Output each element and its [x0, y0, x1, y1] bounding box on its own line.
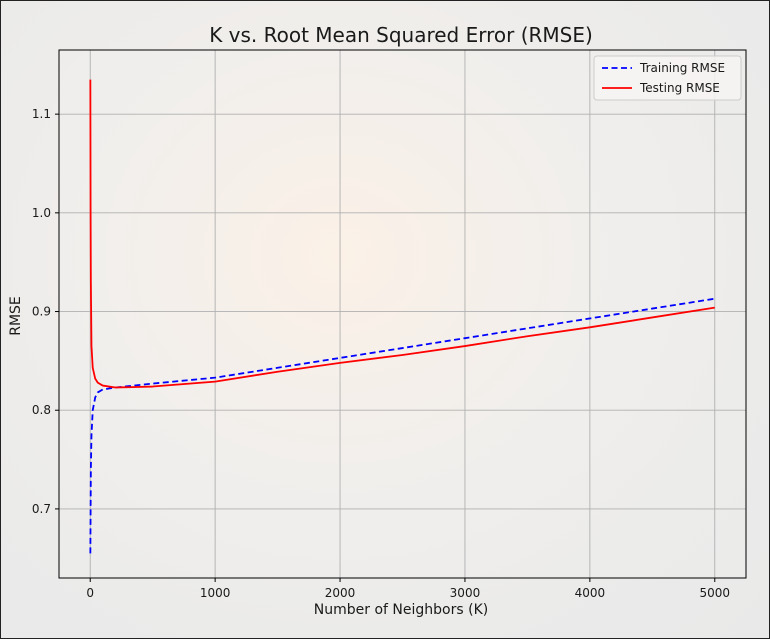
legend: Training RMSE Testing RMSE — [593, 55, 742, 101]
x-axis-label: Number of Neighbors (K) — [314, 602, 488, 618]
y-axis-label: RMSE — [8, 296, 24, 336]
x-tick-label: 5000 — [699, 586, 730, 600]
axes-frame — [58, 49, 747, 579]
x-tick-label: 3000 — [450, 586, 481, 600]
axes-border — [58, 49, 747, 579]
series-lines — [89, 79, 715, 554]
plot-background — [59, 50, 746, 578]
chart-title: K vs. Root Mean Squared Error (RMSE) — [209, 23, 593, 47]
x-tick-label: 4000 — [575, 586, 606, 600]
y-tick-label: 0.8 — [32, 403, 51, 417]
y-tick-label: 0.9 — [32, 305, 51, 319]
legend-box — [593, 55, 742, 101]
plot-area — [59, 50, 746, 578]
y-tick-label: 0.7 — [32, 502, 51, 516]
x-tick-label: 0 — [86, 586, 94, 600]
series-line-testing-rmse — [89, 79, 715, 389]
y-tick-label: 1.0 — [32, 206, 51, 220]
series-line-training-rmse — [89, 297, 715, 554]
axis-ticks: 0 1000 2000 3000 4000 5000 0.7 0.8 0.9 1.0 1.1 — [32, 107, 730, 600]
x-tick-label: 2000 — [325, 586, 356, 600]
x-tick-label: 1000 — [200, 586, 231, 600]
legend-label: Testing RMSE — [639, 81, 720, 95]
legend-label: Training RMSE — [639, 61, 725, 75]
y-tick-label: 1.1 — [32, 107, 51, 121]
